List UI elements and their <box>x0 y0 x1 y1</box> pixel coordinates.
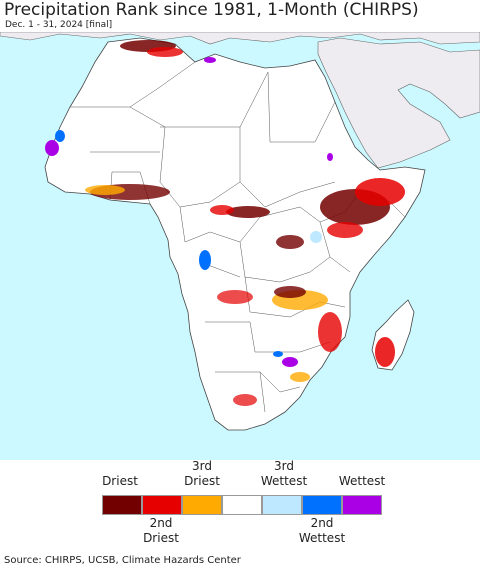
dry-anomalies <box>85 40 405 406</box>
legend-label-2nd-wettest: 2nd Wettest <box>298 516 346 545</box>
legend-swatch-driest <box>102 495 142 515</box>
legend-label-3rd-driest: 3rd Driest <box>184 459 220 488</box>
legend-label-wettest: Wettest <box>338 474 386 488</box>
legend-swatch-3rd-driest <box>182 495 222 515</box>
legend-label-2nd-driest: 2nd Driest <box>143 516 179 545</box>
legend-swatch-wettest <box>342 495 382 515</box>
wet-anomalies <box>45 57 333 367</box>
map-subtitle: Dec. 1 - 31, 2024 [final] <box>5 20 113 30</box>
africa-precipitation-map <box>0 32 480 460</box>
legend-swatch-3rd-wettest <box>262 495 302 515</box>
legend-label-driest: Driest <box>102 474 138 488</box>
source-credit: Source: CHIRPS, UCSB, Climate Hazards Ce… <box>4 555 241 566</box>
europe-landmass <box>0 32 480 45</box>
legend-label-3rd-wettest: 3rd Wettest <box>260 459 308 488</box>
legend-swatch-2nd-driest <box>142 495 182 515</box>
map-title: Precipitation Rank since 1981, 1-Month (… <box>4 0 419 20</box>
middle-east-landmass <box>317 37 480 169</box>
legend-swatch-normal <box>222 495 262 515</box>
legend-swatch-2nd-wettest <box>302 495 342 515</box>
